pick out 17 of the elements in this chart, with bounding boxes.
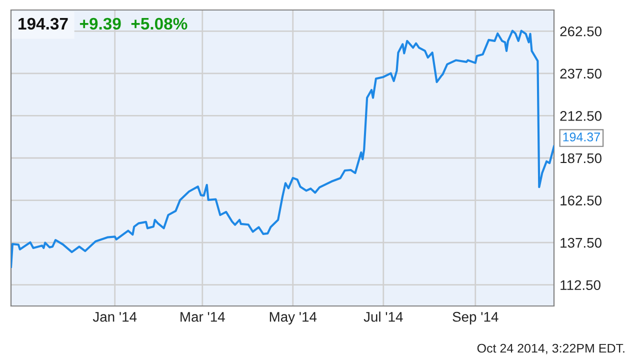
y-tick-label: 162.50 — [560, 196, 602, 206]
x-tick-label: Sep '14 — [452, 312, 498, 325]
chart-subtitle: +9.39 +5.08% — [80, 18, 188, 30]
line-series — [11, 30, 554, 268]
y-tick-label: 187.50 — [560, 153, 602, 164]
x-tick-label: Jan '14 — [92, 312, 137, 322]
chart-title: 194.37 — [18, 18, 68, 30]
annotation: 194.37 — [563, 132, 600, 142]
y-tick-label: 112.50 — [560, 280, 600, 290]
x-tick-label: May '14 — [270, 312, 317, 325]
y-tick-label: 137.50 — [560, 238, 602, 248]
y-tick-label: 262.50 — [560, 26, 602, 36]
y-tick-label: 237.50 — [560, 68, 602, 79]
y-tick-label: 212.50 — [560, 111, 602, 121]
x-tick-label: Mar '14 — [180, 312, 225, 322]
x-tick-label: Jul '14 — [364, 312, 403, 322]
text: Oct 24 2014, 3:22PM EDT. — [477, 344, 624, 354]
